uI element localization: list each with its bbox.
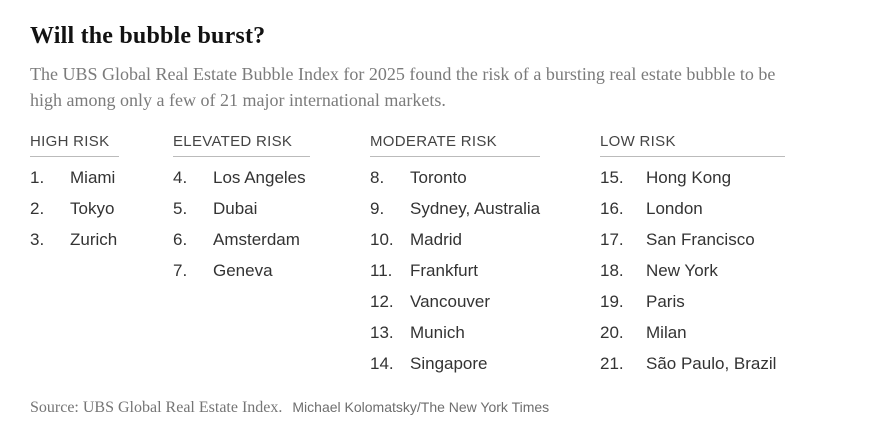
market-rank: 14. <box>370 353 394 373</box>
column-header: ELEVATED RISK <box>173 134 310 157</box>
market-rank: 7. <box>173 260 188 280</box>
market-rank: 15. <box>600 167 624 187</box>
market-row: 2. Tokyo <box>30 193 119 224</box>
market-rank: 3. <box>30 229 45 249</box>
market-row: 19. Paris <box>600 286 785 317</box>
market-row: 14. Singapore <box>370 348 540 379</box>
market-list: 1. Miami 2. Tokyo 3. Zurich <box>30 162 119 255</box>
risk-column-moderate-risk: MODERATE RISK 8. Toronto 9. Sydney, Australi… <box>370 134 540 379</box>
market-name: Amsterdam <box>213 229 300 249</box>
footer: Source: UBS Global Real Estate Index. Mi… <box>30 399 858 417</box>
market-row: 7. Geneva <box>173 255 310 286</box>
market-name: Milan <box>646 322 687 342</box>
market-rank: 18. <box>600 260 624 280</box>
market-name: New York <box>646 260 718 280</box>
market-rank: 11. <box>370 260 393 280</box>
market-rank: 9. <box>370 198 385 218</box>
market-name: Munich <box>410 322 465 342</box>
market-name: London <box>646 198 703 218</box>
market-rank: 17. <box>600 229 624 249</box>
market-name: Frankfurt <box>410 260 479 280</box>
market-row: 12. Vancouver <box>370 286 540 317</box>
risk-column-high-risk: HIGH RISK 1. Miami 2. Tokyo 3. Zurich <box>30 134 119 255</box>
market-row: 3. Zurich <box>30 224 119 255</box>
market-row: 16. London <box>600 193 785 224</box>
market-rank: 6. <box>173 229 188 249</box>
market-row: 21. São Paulo, Brazil <box>600 348 785 379</box>
column-header: LOW RISK <box>600 134 785 157</box>
market-list: 15. Hong Kong 16. London 17. San Francisco 18.… <box>600 162 785 379</box>
market-row: 6. Amsterdam <box>173 224 310 255</box>
market-name: Hong Kong <box>646 167 732 187</box>
source-note: Source: UBS Global Real Estate Index. <box>30 399 283 416</box>
market-name: Singapore <box>410 353 488 373</box>
byline-credit: Michael Kolomatsky/The New York Times <box>292 399 550 415</box>
chart-subtitle: The UBS Global Real Estate Bubble Index … <box>30 64 776 110</box>
market-row: 20. Milan <box>600 317 785 348</box>
market-rank: 4. <box>173 167 188 187</box>
market-row: 8. Toronto <box>370 162 540 193</box>
column-header: MODERATE RISK <box>370 134 540 157</box>
market-list: 4. Los Angeles 5. Dubai 6. Amsterdam 7. Geneva <box>173 162 310 286</box>
market-name: São Paulo, Brazil <box>646 353 777 373</box>
market-row: 10. Madrid <box>370 224 540 255</box>
market-row: 13. Munich <box>370 317 540 348</box>
market-rank: 19. <box>600 291 624 311</box>
market-rank: 2. <box>30 198 45 218</box>
market-rank: 10. <box>370 229 394 249</box>
market-row: 1. Miami <box>30 162 119 193</box>
market-row: 17. San Francisco <box>600 224 785 255</box>
market-row: 18. New York <box>600 255 785 286</box>
market-row: 4. Los Angeles <box>173 162 310 193</box>
market-row: 11. Frankfurt <box>370 255 540 286</box>
market-row: 9. Sydney, Australia <box>370 193 540 224</box>
market-name: Geneva <box>213 260 273 280</box>
market-name: Madrid <box>410 229 462 249</box>
market-rank: 20. <box>600 322 624 342</box>
market-list: 8. Toronto 9. Sydney, Australia 10. Madrid 11.… <box>370 162 540 379</box>
risk-column-low-risk: LOW RISK 15. Hong Kong 16. London 17. San Fran… <box>600 134 785 379</box>
market-rank: 5. <box>173 198 188 218</box>
risk-columns: HIGH RISK 1. Miami 2. Tokyo 3. Zurich ELEVATED … <box>30 134 858 379</box>
market-name: Sydney, Australia <box>410 198 541 218</box>
market-name: San Francisco <box>646 229 755 249</box>
market-name: Zurich <box>70 229 118 249</box>
market-name: Los Angeles <box>213 167 306 187</box>
market-rank: 12. <box>370 291 394 311</box>
risk-column-elevated-risk: ELEVATED RISK 4. Los Angeles 5. Dubai 6. Amste… <box>173 134 310 286</box>
market-name: Paris <box>646 291 685 311</box>
market-row: 15. Hong Kong <box>600 162 785 193</box>
market-rank: 21. <box>600 353 624 373</box>
market-rank: 8. <box>370 167 385 187</box>
market-name: Toronto <box>410 167 467 187</box>
market-name: Tokyo <box>70 198 115 218</box>
page-title: Will the bubble burst? <box>30 23 266 49</box>
market-rank: 1. <box>30 167 45 187</box>
market-row: 5. Dubai <box>173 193 310 224</box>
column-header: HIGH RISK <box>30 134 119 157</box>
market-name: Miami <box>70 167 116 187</box>
market-rank: 16. <box>600 198 624 218</box>
market-name: Vancouver <box>410 291 491 311</box>
market-rank: 13. <box>370 322 394 342</box>
market-name: Dubai <box>213 198 258 218</box>
